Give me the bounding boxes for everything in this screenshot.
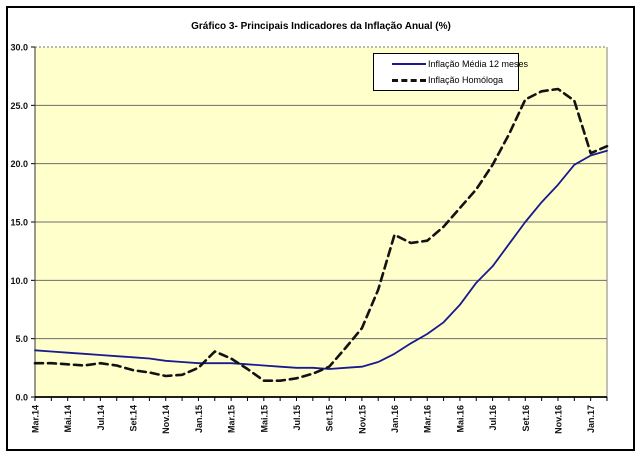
x-tick-label: Jan.17 [586, 405, 596, 433]
y-tick-label: 10.0 [10, 276, 28, 286]
x-tick-label: Jul.14 [96, 405, 106, 431]
y-tick-label: 0.0 [15, 393, 28, 403]
x-tick-label: Set.16 [521, 405, 531, 432]
chart-title: Gráfico 3- Principais Indicadores da Inf… [191, 21, 451, 32]
legend-label-homologa: Inflação Homóloga [428, 74, 504, 85]
x-tick-label: Jul.16 [488, 405, 498, 431]
x-tick-label: Jan.16 [390, 405, 400, 433]
x-tick-label: Mar.16 [423, 405, 433, 433]
x-tick-label: Set.15 [325, 405, 335, 432]
y-tick-label: 5.0 [15, 334, 28, 344]
x-tick-label: Set.14 [129, 405, 139, 432]
legend-solid-line-icon [392, 63, 426, 65]
legend-dashed-line-icon [392, 78, 426, 82]
legend-label-media-12-meses: Inflação Média 12 meses [428, 58, 529, 69]
x-tick-label: Nov.15 [357, 405, 367, 434]
y-tick-label: 30.0 [10, 43, 28, 53]
x-tick-label: Mai.15 [259, 405, 269, 433]
x-tick-label: Mar.14 [31, 405, 41, 433]
y-tick-label: 15.0 [10, 218, 28, 228]
x-tick-label: Mar.15 [227, 405, 237, 433]
x-tick-label: Mai.16 [455, 405, 465, 433]
x-tick-label: Nov.16 [553, 405, 563, 434]
legend-item-homologa: Inflação Homóloga [374, 74, 518, 87]
x-tick-label: Mai.14 [63, 405, 73, 433]
legend: Inflação Média 12 meses Inflação Homólog… [373, 53, 528, 91]
x-tick-label: Jan.15 [194, 405, 204, 433]
y-tick-label: 25.0 [10, 101, 28, 111]
legend-item-media-12-meses: Inflação Média 12 meses [374, 58, 528, 71]
series-line-media-12-meses [34, 149, 608, 370]
x-tick-label: Jul.15 [292, 405, 302, 431]
y-tick-label: 20.0 [10, 159, 28, 169]
series-line-homologa [33, 87, 609, 383]
x-tick-label: Nov.14 [161, 405, 171, 434]
